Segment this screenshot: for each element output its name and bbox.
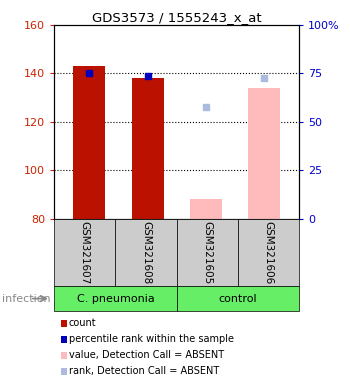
Bar <box>73 66 105 219</box>
Bar <box>132 78 164 219</box>
Title: GDS3573 / 1555243_x_at: GDS3573 / 1555243_x_at <box>92 11 261 24</box>
Bar <box>190 200 222 219</box>
Text: percentile rank within the sample: percentile rank within the sample <box>69 334 234 344</box>
Text: GSM321605: GSM321605 <box>202 221 212 284</box>
Text: value, Detection Call = ABSENT: value, Detection Call = ABSENT <box>69 350 224 360</box>
Bar <box>248 88 280 219</box>
Text: C. pneumonia: C. pneumonia <box>77 293 154 304</box>
Text: GSM321606: GSM321606 <box>264 221 274 284</box>
Text: count: count <box>69 318 96 328</box>
Text: GSM321607: GSM321607 <box>80 221 90 284</box>
Text: infection: infection <box>2 293 50 304</box>
Text: GSM321608: GSM321608 <box>141 221 151 284</box>
Text: rank, Detection Call = ABSENT: rank, Detection Call = ABSENT <box>69 366 219 376</box>
Text: control: control <box>219 293 257 304</box>
